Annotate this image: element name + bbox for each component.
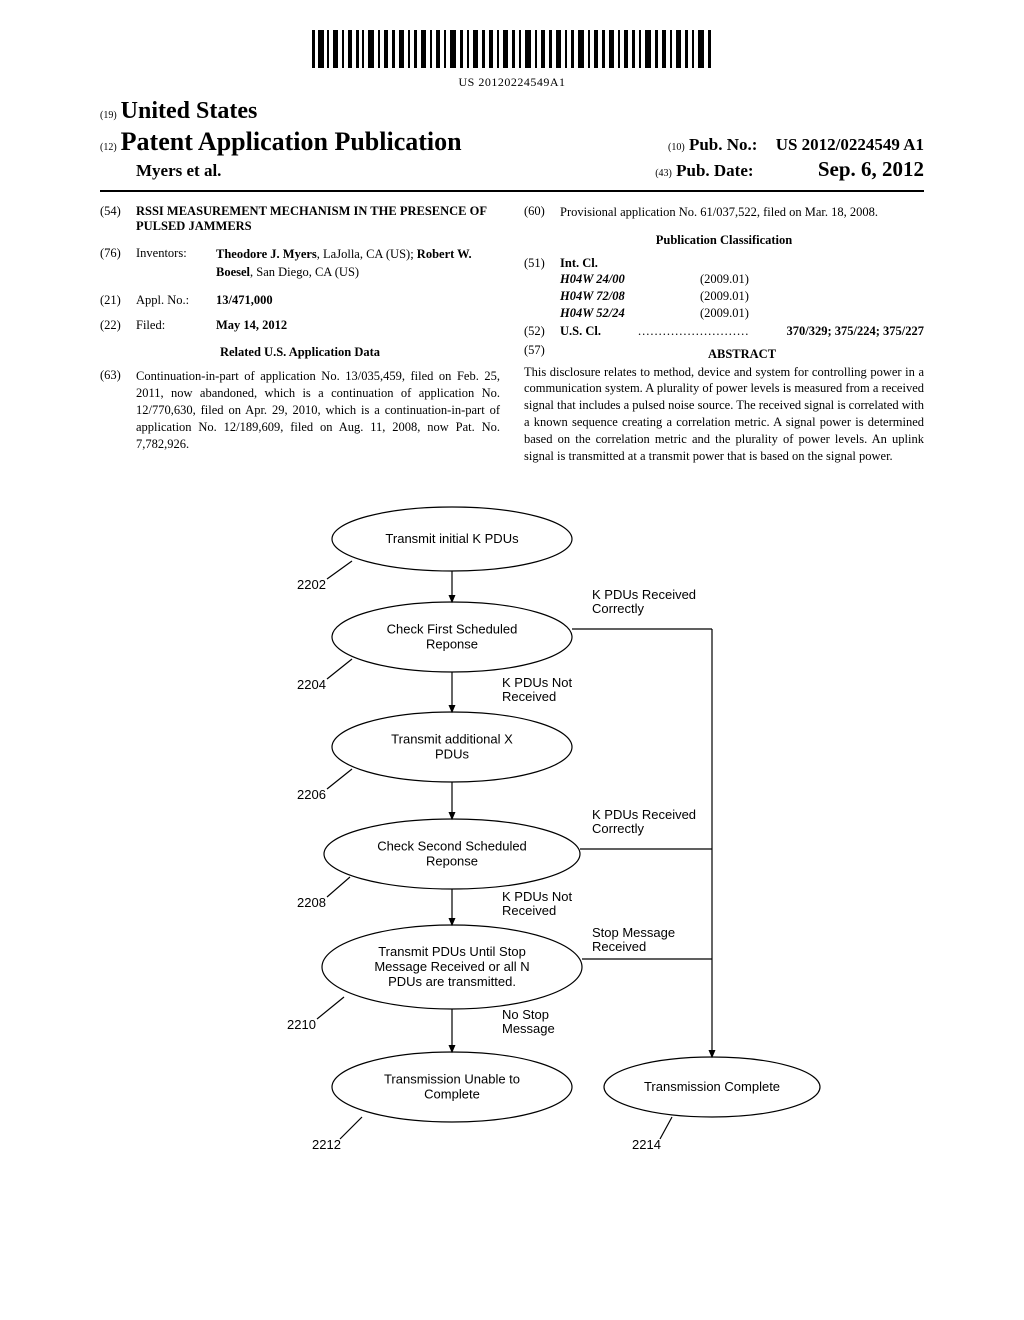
inventors-value: Theodore J. Myers, LaJolla, CA (US); Rob… — [216, 246, 500, 281]
appl-num-field: (21) — [100, 293, 136, 308]
cont-text: Continuation-in-part of application No. … — [136, 368, 500, 452]
svg-text:Check Second Scheduled: Check Second Scheduled — [377, 838, 527, 853]
svg-text:Received: Received — [502, 903, 556, 918]
svg-text:2202: 2202 — [297, 577, 326, 592]
pub-date-num: (43) — [655, 168, 672, 179]
svg-text:Message Received or all N: Message Received or all N — [374, 959, 529, 974]
title-num: (54) — [100, 204, 136, 234]
pub-type-title: Patent Application Publication — [121, 127, 462, 156]
header: (19) United States (12) Patent Applicati… — [100, 98, 924, 182]
intcl-num: (51) — [524, 256, 560, 322]
svg-text:Received: Received — [592, 939, 646, 954]
svg-text:2208: 2208 — [297, 895, 326, 910]
pub-type-num: (12) — [100, 142, 117, 153]
prov-text: Provisional application No. 61/037,522, … — [560, 204, 878, 221]
biblio-columns: (54) RSSI MEASUREMENT MECHANISM IN THE P… — [100, 204, 924, 465]
svg-text:PDUs: PDUs — [435, 746, 469, 761]
intcl-label: Int. Cl. — [560, 256, 749, 271]
svg-text:2214: 2214 — [632, 1137, 661, 1152]
uscl-value: 370/329; 375/224; 375/227 — [787, 324, 925, 339]
svg-text:2212: 2212 — [312, 1137, 341, 1152]
left-column: (54) RSSI MEASUREMENT MECHANISM IN THE P… — [100, 204, 500, 465]
abstract-num: (57) — [524, 343, 560, 362]
cont-num: (63) — [100, 368, 136, 452]
svg-text:No Stop: No Stop — [502, 1007, 549, 1022]
flowchart-figure: Transmit initial K PDUs Check First Sched… — [172, 489, 852, 1169]
svg-text:Correctly: Correctly — [592, 821, 645, 836]
related-title: Related U.S. Application Data — [100, 345, 500, 360]
svg-text:Transmission Complete: Transmission Complete — [644, 1079, 780, 1094]
pub-date-value: Sep. 6, 2012 — [818, 157, 924, 181]
prov-num: (60) — [524, 204, 560, 221]
uscl-label: U.S. Cl. — [560, 324, 601, 339]
intcl-row: H04W 72/08(2009.01) — [560, 288, 749, 305]
barcode-section: US 20120224549A1 — [100, 30, 924, 90]
filed-value: May 14, 2012 — [216, 318, 287, 333]
svg-text:PDUs are transmitted.: PDUs are transmitted. — [388, 974, 516, 989]
svg-text:Stop Message: Stop Message — [592, 925, 675, 940]
svg-text:Transmit additional X: Transmit additional X — [391, 731, 513, 746]
pub-no-num: (10) — [668, 142, 685, 153]
svg-text:K PDUs Received: K PDUs Received — [592, 807, 696, 822]
header-divider — [100, 190, 924, 192]
svg-text:K PDUs Not: K PDUs Not — [502, 889, 572, 904]
appl-label: Appl. No.: — [136, 293, 216, 308]
svg-text:Reponse: Reponse — [426, 853, 478, 868]
appl-value: 13/471,000 — [216, 293, 273, 308]
svg-text:Transmit initial K PDUs: Transmit initial K PDUs — [385, 531, 519, 546]
invention-title: RSSI MEASUREMENT MECHANISM IN THE PRESEN… — [136, 204, 500, 234]
pub-no-label: Pub. No.: — [689, 135, 757, 154]
country-title: United States — [121, 98, 258, 124]
svg-text:K PDUs Received: K PDUs Received — [592, 587, 696, 602]
inventors-label: Inventors: — [136, 246, 216, 281]
inventors-num: (76) — [100, 246, 136, 281]
svg-text:Reponse: Reponse — [426, 636, 478, 651]
svg-text:Check First Scheduled: Check First Scheduled — [387, 621, 518, 636]
svg-text:K PDUs Not: K PDUs Not — [502, 675, 572, 690]
filed-num: (22) — [100, 318, 136, 333]
svg-text:2204: 2204 — [297, 677, 326, 692]
intcl-row: H04W 24/00(2009.01) — [560, 271, 749, 288]
right-column: (60) Provisional application No. 61/037,… — [524, 204, 924, 465]
abstract-title: ABSTRACT — [560, 347, 924, 362]
intcl-list: H04W 24/00(2009.01)H04W 72/08(2009.01)H0… — [560, 271, 749, 322]
authors: Myers et al. — [136, 161, 221, 181]
intcl-row: H04W 52/24(2009.01) — [560, 305, 749, 322]
svg-text:2210: 2210 — [287, 1017, 316, 1032]
abstract-text: This disclosure relates to method, devic… — [524, 364, 924, 465]
uscl-dots: ........................... — [601, 324, 787, 339]
svg-text:2206: 2206 — [297, 787, 326, 802]
svg-text:Transmit PDUs Until Stop: Transmit PDUs Until Stop — [378, 944, 526, 959]
svg-text:Received: Received — [502, 689, 556, 704]
pub-no-value: US 2012/0224549 A1 — [776, 135, 924, 154]
barcode-text: US 20120224549A1 — [100, 75, 924, 90]
filed-label: Filed: — [136, 318, 216, 333]
barcode-graphic — [312, 30, 712, 73]
svg-text:Transmission Unable to: Transmission Unable to — [384, 1071, 520, 1086]
classification-title: Publication Classification — [524, 233, 924, 248]
svg-text:Correctly: Correctly — [592, 601, 645, 616]
country-num: (19) — [100, 110, 117, 121]
uscl-num: (52) — [524, 324, 560, 339]
svg-text:Message: Message — [502, 1021, 555, 1036]
svg-text:Complete: Complete — [424, 1086, 480, 1101]
pub-date-label: Pub. Date: — [676, 161, 753, 180]
